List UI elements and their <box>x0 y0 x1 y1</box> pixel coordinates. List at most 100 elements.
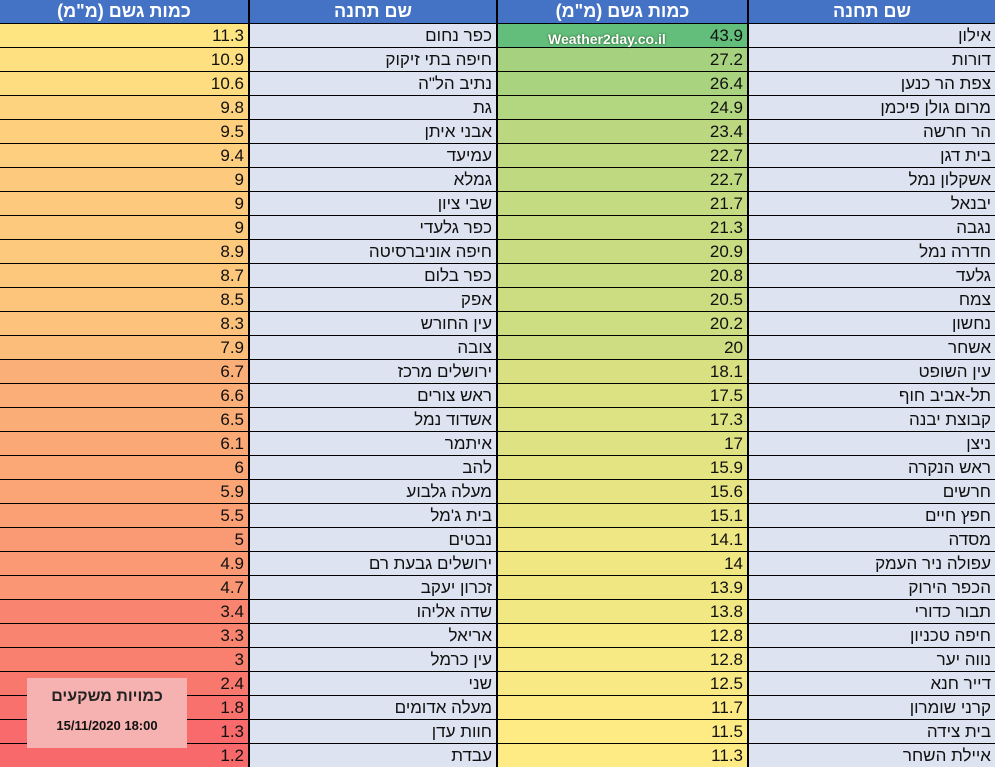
left-amount-cell: 9 <box>0 216 248 239</box>
left-station-cell: גת <box>250 96 496 119</box>
right-amount-cell: 43.9 <box>498 24 747 47</box>
left-amount-cell: 5.5 <box>0 504 248 527</box>
right-station-cell: גלעד <box>749 264 995 287</box>
right-amount-cell: 22.7 <box>498 168 747 191</box>
left-amount-cell: 3 <box>0 648 248 671</box>
right-amount-cell: 12.5 <box>498 672 747 695</box>
left-station-cell: שני <box>250 672 496 695</box>
right-station-cell: נחשון <box>749 312 995 335</box>
right-station-cell: חרשים <box>749 480 995 503</box>
right-station-cell: נגבה <box>749 216 995 239</box>
right-amount-cell: 20.2 <box>498 312 747 335</box>
left-station-cell: חוות עדן <box>250 720 496 743</box>
header-right-station: שם תחנה <box>749 0 995 23</box>
right-amount-cell: 20.5 <box>498 288 747 311</box>
right-amount-cell: 20.8 <box>498 264 747 287</box>
right-station-cell: עין השופט <box>749 360 995 383</box>
header-left-station: שם תחנה <box>250 0 496 23</box>
left-station-cell: איתמר <box>250 432 496 455</box>
right-station-cell: צפת הר כנען <box>749 72 995 95</box>
right-station-cell: דורות <box>749 48 995 71</box>
right-amount-cell: 22.7 <box>498 144 747 167</box>
left-amount-cell: 10.9 <box>0 48 248 71</box>
left-station-cell: ראש צורים <box>250 384 496 407</box>
right-station-cell: חיפה טכניון <box>749 624 995 647</box>
right-station-cell: חפץ חיים <box>749 504 995 527</box>
left-station-cell: עין החורש <box>250 312 496 335</box>
header-right-amount: כמות גשם (מ"מ) <box>498 0 747 23</box>
right-station-cell: אשקלון נמל <box>749 168 995 191</box>
left-station-cell: עמיעד <box>250 144 496 167</box>
left-station-cell: אבני איתן <box>250 120 496 143</box>
right-station-cell: בית דגן <box>749 144 995 167</box>
right-station-cell: ניצן <box>749 432 995 455</box>
left-amount-cell: 6 <box>0 456 248 479</box>
right-station-cell: תל-אביב חוף <box>749 384 995 407</box>
left-amount-cell: 5 <box>0 528 248 551</box>
left-station-cell: מעלה אדומים <box>250 696 496 719</box>
right-amount-cell: 13.8 <box>498 600 747 623</box>
left-station-cell: גמלא <box>250 168 496 191</box>
left-amount-cell: 4.9 <box>0 552 248 575</box>
left-station-cell: צובה <box>250 336 496 359</box>
right-station-cell: מסדה <box>749 528 995 551</box>
right-station-cell: הכפר הירוק <box>749 576 995 599</box>
left-station-cell: אשדוד נמל <box>250 408 496 431</box>
right-amount-cell: 11.7 <box>498 696 747 719</box>
left-amount-cell: 9 <box>0 192 248 215</box>
left-station-cell: עין כרמל <box>250 648 496 671</box>
left-station-cell: בית ג'מל <box>250 504 496 527</box>
left-amount-cell: 9 <box>0 168 248 191</box>
right-amount-cell: 17 <box>498 432 747 455</box>
left-station-cell: כפר נחום <box>250 24 496 47</box>
left-amount-cell: 4.7 <box>0 576 248 599</box>
left-station-cell: אפק <box>250 288 496 311</box>
left-amount-cell: 1.2 <box>0 744 248 767</box>
left-station-cell: ירושלים גבעת רם <box>250 552 496 575</box>
right-amount-cell: 27.2 <box>498 48 747 71</box>
left-station-cell: כפר בלום <box>250 264 496 287</box>
left-station-cell: נתיב הל"ה <box>250 72 496 95</box>
left-station-cell: להב <box>250 456 496 479</box>
right-amount-cell: 17.3 <box>498 408 747 431</box>
left-amount-cell: 9.5 <box>0 120 248 143</box>
header-left-amount: כמות גשם (מ"מ) <box>0 0 248 23</box>
left-station-cell: שדה אליהו <box>250 600 496 623</box>
left-station-cell: כפר גלעדי <box>250 216 496 239</box>
caption-title: כמויות משקעים <box>51 688 163 705</box>
right-amount-cell: 26.4 <box>498 72 747 95</box>
right-amount-cell: 17.5 <box>498 384 747 407</box>
right-station-cell: חדרה נמל <box>749 240 995 263</box>
left-amount-cell: 8.9 <box>0 240 248 263</box>
left-amount-cell: 8.3 <box>0 312 248 335</box>
right-amount-cell: 11.3 <box>498 744 747 767</box>
right-amount-cell: 21.3 <box>498 216 747 239</box>
right-station-cell: אילון <box>749 24 995 47</box>
left-station-cell: נבטים <box>250 528 496 551</box>
left-station-cell: אריאל <box>250 624 496 647</box>
left-amount-cell: 11.3 <box>0 24 248 47</box>
left-amount-cell: 8.7 <box>0 264 248 287</box>
caption-datetime: 15/11/2020 18:00 <box>56 718 158 733</box>
right-station-cell: צמח <box>749 288 995 311</box>
left-amount-cell: 10.6 <box>0 72 248 95</box>
right-amount-cell: 12.8 <box>498 648 747 671</box>
right-amount-cell: 18.1 <box>498 360 747 383</box>
right-station-cell: דייר חנא <box>749 672 995 695</box>
right-amount-cell: 12.8 <box>498 624 747 647</box>
right-amount-cell: 13.9 <box>498 576 747 599</box>
right-station-cell: ראש הנקרה <box>749 456 995 479</box>
right-station-cell: תבור כדורי <box>749 600 995 623</box>
right-amount-cell: 20 <box>498 336 747 359</box>
right-station-cell: יבנאל <box>749 192 995 215</box>
right-amount-cell: 14.1 <box>498 528 747 551</box>
right-amount-cell: 20.9 <box>498 240 747 263</box>
right-amount-cell: 23.4 <box>498 120 747 143</box>
left-amount-cell: 5.9 <box>0 480 248 503</box>
right-station-cell: בית צידה <box>749 720 995 743</box>
right-station-cell: אשחר <box>749 336 995 359</box>
right-amount-cell: 11.5 <box>498 720 747 743</box>
right-station-cell: מרום גולן פיכמן <box>749 96 995 119</box>
left-amount-cell: 6.7 <box>0 360 248 383</box>
